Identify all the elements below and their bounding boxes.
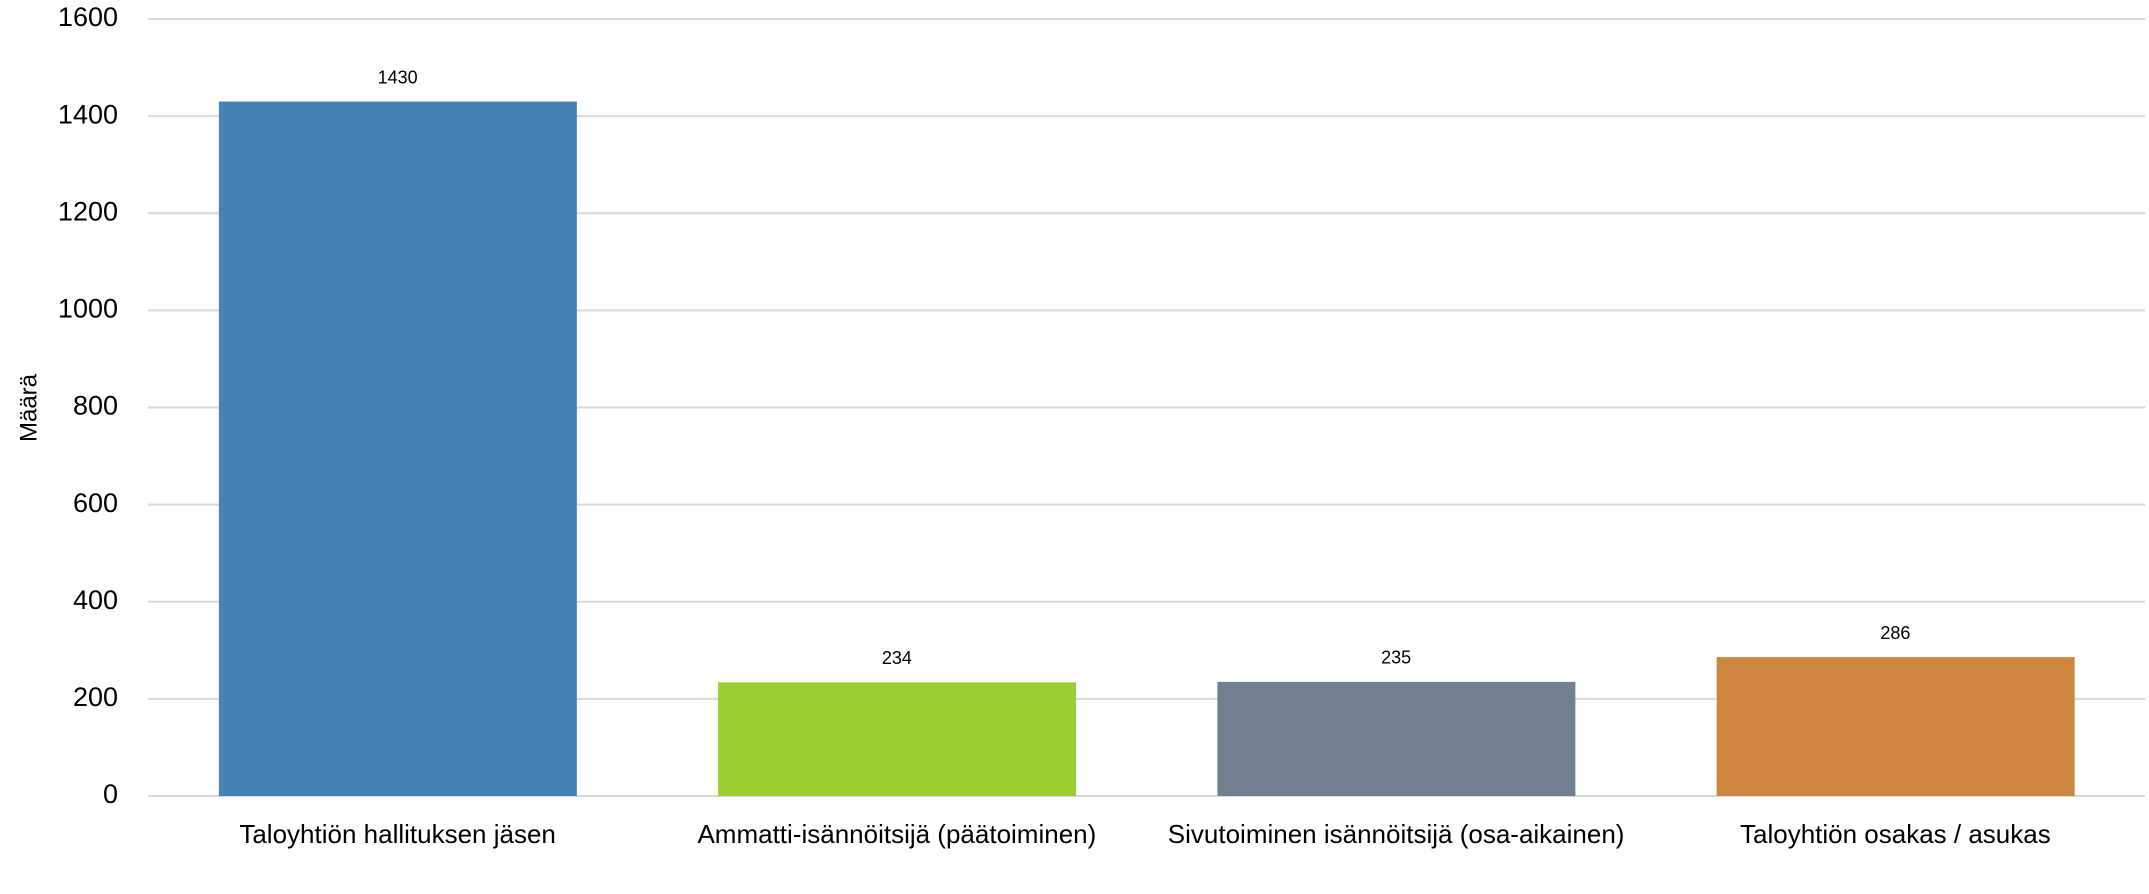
y-tick-label: 800 xyxy=(73,391,118,421)
x-tick-label: Ammatti-isännöitsijä (päätoiminen) xyxy=(697,819,1097,849)
y-tick-label: 200 xyxy=(73,682,118,712)
y-tick-label: 400 xyxy=(73,585,118,615)
y-tick-label: 1400 xyxy=(58,99,118,129)
y-tick-label: 1200 xyxy=(58,196,118,226)
y-tick-label: 1000 xyxy=(58,294,118,324)
data-label: 286 xyxy=(1880,623,1910,643)
bar xyxy=(218,101,577,796)
x-tick-label: Taloyhtiön osakas / asukas xyxy=(1740,819,2051,849)
bar xyxy=(1716,657,2075,796)
bar xyxy=(1217,681,1576,796)
data-label: 234 xyxy=(882,648,912,668)
y-tick-label: 600 xyxy=(73,488,118,518)
bar xyxy=(718,682,1077,796)
y-tick-label: 0 xyxy=(103,779,118,809)
y-axis-title: Määrä xyxy=(15,373,42,442)
y-tick-label: 1600 xyxy=(58,2,118,32)
x-tick-label: Taloyhtiön hallituksen jäsen xyxy=(239,819,556,849)
x-tick-label: Sivutoiminen isännöitsijä (osa-aikainen) xyxy=(1167,819,1625,849)
data-label: 1430 xyxy=(378,67,418,87)
data-label: 235 xyxy=(1381,648,1411,668)
